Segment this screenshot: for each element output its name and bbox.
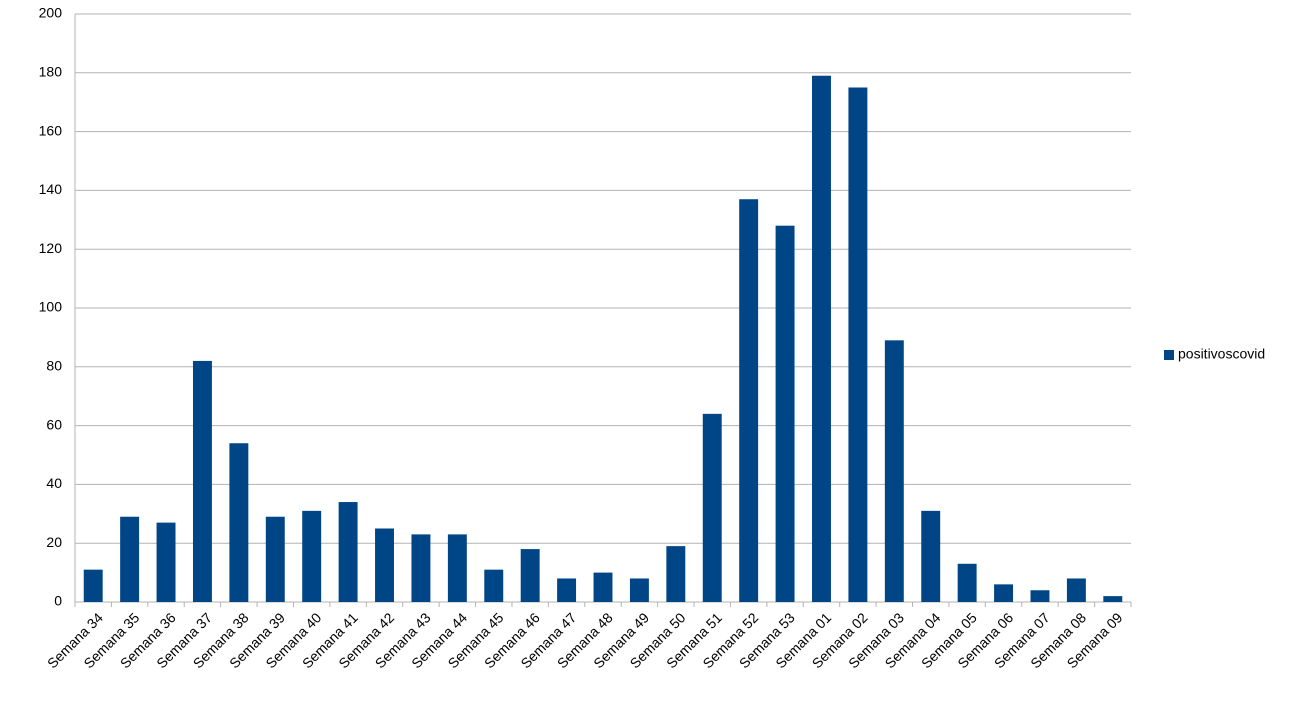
y-tick-label: 20	[46, 534, 62, 550]
bar	[447, 534, 467, 602]
bar	[192, 360, 212, 602]
y-tick-label: 0	[54, 593, 62, 609]
bar	[593, 572, 613, 602]
bar	[739, 199, 759, 602]
y-tick-label: 100	[39, 299, 63, 315]
bar	[1030, 590, 1050, 602]
bar	[1103, 596, 1123, 602]
bar	[666, 546, 686, 602]
bar	[520, 549, 540, 602]
y-tick-label: 60	[46, 416, 62, 432]
bar	[156, 522, 176, 602]
y-tick-label: 80	[46, 358, 62, 374]
bar	[411, 534, 431, 602]
bar	[629, 578, 649, 602]
bar	[957, 563, 977, 602]
bar	[702, 413, 722, 602]
bar	[1066, 578, 1086, 602]
bar	[229, 443, 249, 602]
bar	[884, 340, 904, 602]
bar	[338, 502, 358, 602]
bar	[775, 225, 795, 602]
y-tick-label: 180	[39, 64, 63, 80]
bar	[375, 528, 394, 602]
y-tick-label: 120	[39, 240, 63, 256]
bar	[83, 569, 103, 602]
bar	[812, 75, 831, 603]
legend-swatch	[1164, 350, 1174, 360]
bar	[484, 569, 504, 602]
bar	[120, 516, 140, 602]
bar	[302, 510, 322, 602]
legend-label: positivoscovid	[1178, 346, 1265, 362]
bar	[848, 87, 868, 602]
bar	[921, 510, 941, 602]
bar	[557, 578, 577, 602]
bar	[265, 516, 285, 602]
bar	[994, 584, 1014, 602]
y-tick-label: 140	[39, 181, 63, 197]
y-tick-label: 160	[39, 122, 63, 138]
y-tick-label: 40	[46, 475, 62, 491]
y-tick-label: 200	[39, 5, 63, 21]
